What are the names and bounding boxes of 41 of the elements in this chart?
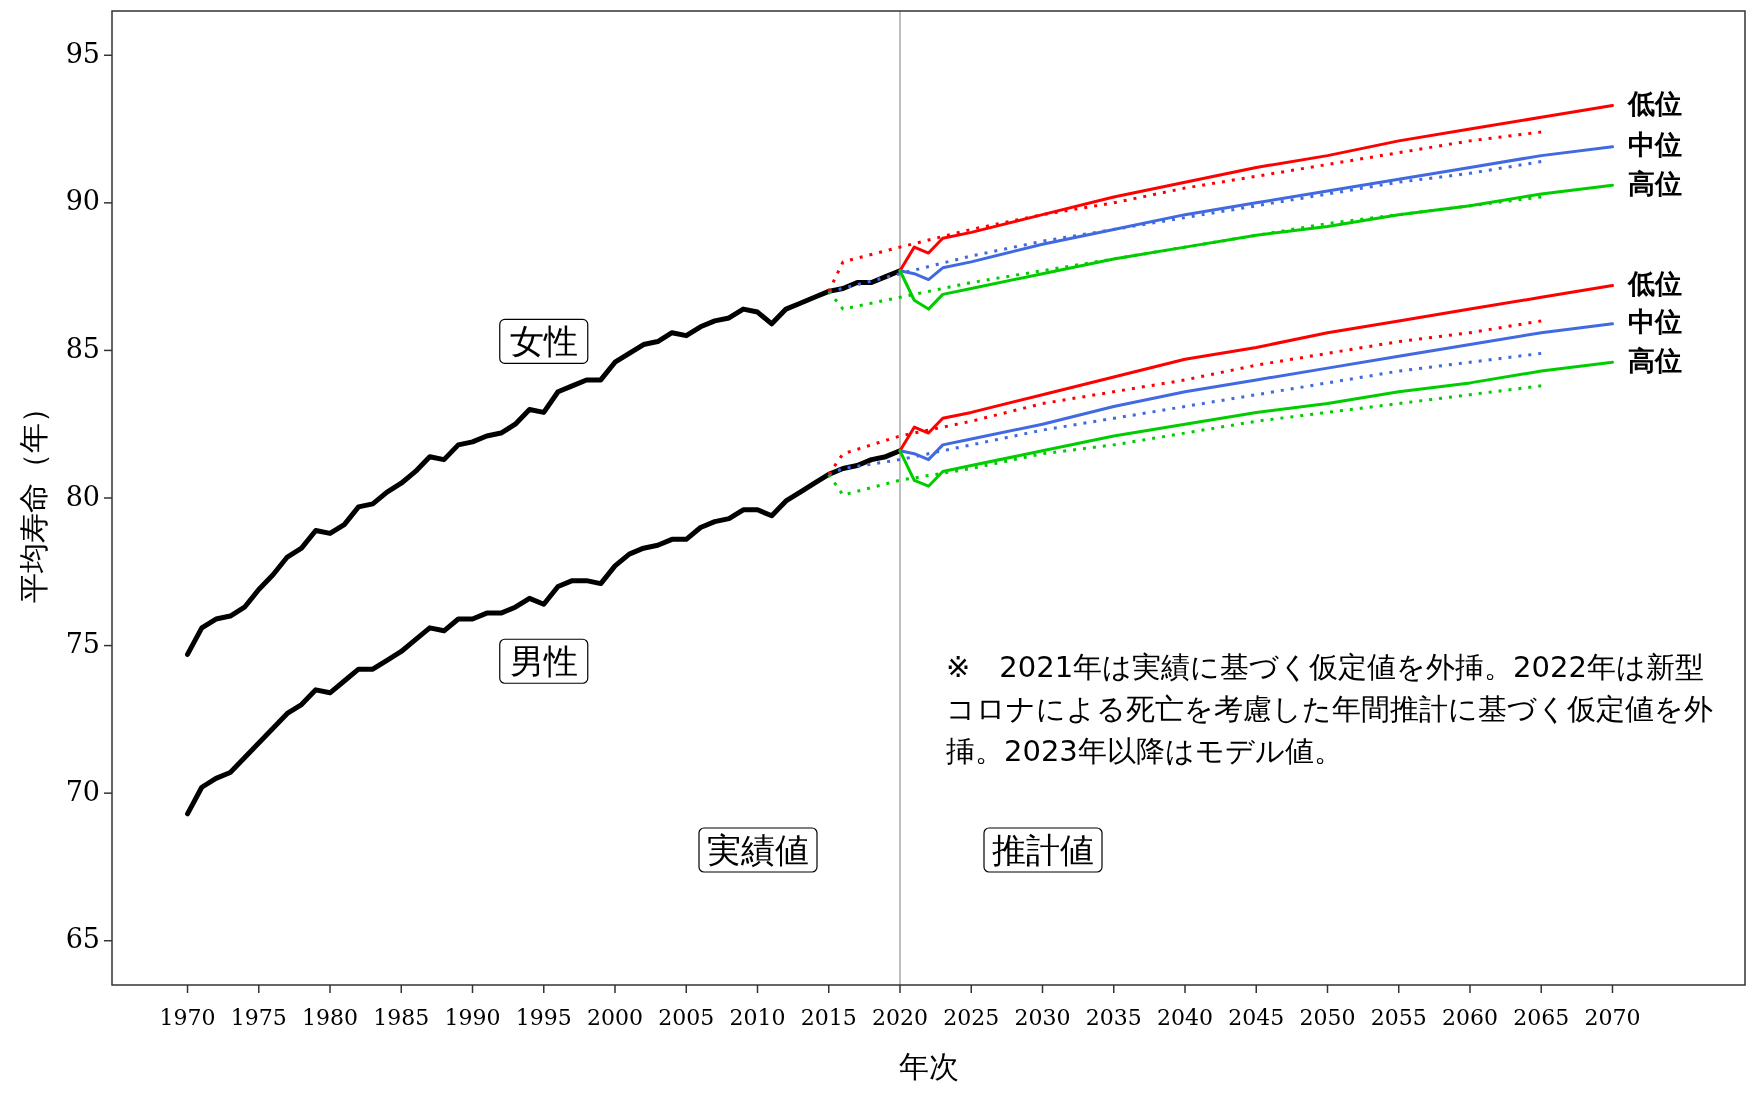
- x-tick-label: 2045: [1228, 1005, 1285, 1030]
- x-tick-label: 2050: [1299, 1005, 1356, 1030]
- x-tick-label: 2020: [872, 1005, 928, 1030]
- x-axis-title: 年次: [898, 1049, 959, 1084]
- y-axis-title: 平均寿命（年）: [16, 393, 51, 603]
- x-tick-label: 2070: [1584, 1005, 1641, 1030]
- x-tick-label: 2065: [1513, 1005, 1570, 1030]
- x-tick-label: 1985: [373, 1005, 430, 1030]
- x-tick-label: 2005: [658, 1005, 715, 1030]
- y-tick-label: 65: [65, 923, 100, 955]
- y-tick-label: 90: [65, 185, 100, 217]
- y-tick-label: 95: [65, 37, 100, 69]
- x-tick-label: 2010: [729, 1005, 786, 1030]
- x-tick-label: 2030: [1014, 1005, 1071, 1030]
- x-tick-label: 1970: [159, 1005, 216, 1030]
- x-tick-label: 2040: [1156, 1005, 1213, 1030]
- x-tick-label: 2035: [1085, 1005, 1142, 1030]
- y-tick-label: 80: [65, 480, 100, 512]
- series-label: 低位: [1627, 87, 1683, 119]
- annotation: 実績値: [707, 830, 809, 870]
- x-tick-label: 2060: [1441, 1005, 1498, 1030]
- series-label: 低位: [1627, 267, 1683, 299]
- x-tick-label: 1980: [302, 1005, 359, 1030]
- x-tick-label: 2025: [943, 1005, 1000, 1030]
- x-tick-label: 1990: [444, 1005, 501, 1030]
- x-tick-label: 2000: [587, 1005, 644, 1030]
- label: 女性: [509, 321, 578, 362]
- x-tick-label: 2055: [1370, 1005, 1427, 1030]
- annotation: ※ 2021年は実績に基づく仮定値を外挿。2022年は新型コロナによる死亡を考慮した年間推計に基づく仮定値を外挿。2023年以降はモデル値。: [946, 649, 1714, 770]
- x-tick-label: 1975: [230, 1005, 287, 1030]
- series-label: 高位: [1628, 344, 1683, 376]
- y-tick-label: 85: [65, 332, 100, 364]
- annotation: 推計値: [992, 830, 1094, 870]
- label: 男性: [509, 641, 578, 682]
- y-tick-label: 70: [65, 775, 100, 807]
- y-tick-label: 75: [65, 628, 100, 660]
- series-label: 中位: [1628, 306, 1683, 338]
- x-tick-label: 1995: [515, 1005, 572, 1030]
- series-label: 高位: [1628, 167, 1683, 199]
- series-label: 中位: [1628, 129, 1683, 161]
- x-tick-label: 2015: [800, 1005, 857, 1030]
